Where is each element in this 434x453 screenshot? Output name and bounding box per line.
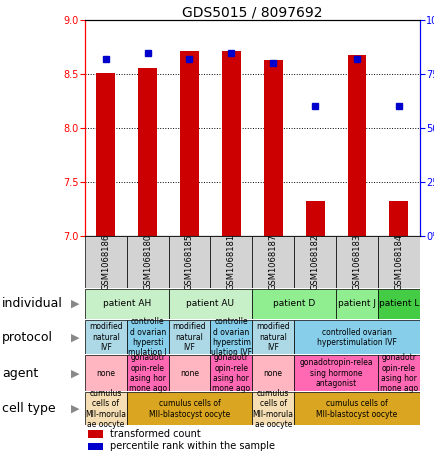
Text: percentile rank within the sample: percentile rank within the sample	[110, 441, 274, 451]
Text: patient L: patient L	[378, 299, 418, 308]
Bar	[305, 201, 324, 236]
Text: patient D: patient D	[273, 299, 315, 308]
Title: GDS5015 / 8097692: GDS5015 / 8097692	[182, 5, 322, 19]
Bar	[293, 236, 335, 288]
Text: controlle
d ovarian
hyperstim
ulation IVF: controlle d ovarian hyperstim ulation IV…	[210, 317, 251, 357]
Bar	[335, 289, 377, 319]
Bar	[168, 236, 210, 288]
Text: GSM1068187: GSM1068187	[268, 233, 277, 290]
Bar	[293, 392, 419, 425]
Bar	[377, 289, 419, 319]
Text: none: none	[96, 369, 115, 378]
Bar	[85, 236, 126, 288]
Bar	[138, 67, 157, 236]
Text: cell type: cell type	[2, 402, 56, 415]
Text: modified
natural
IVF: modified natural IVF	[172, 323, 206, 352]
Bar	[126, 236, 168, 288]
Bar	[96, 73, 115, 236]
Text: none: none	[180, 369, 198, 378]
Bar	[252, 289, 335, 319]
Text: gonadotr
opin-rele
asing hor
mone ago: gonadotr opin-rele asing hor mone ago	[379, 353, 417, 393]
Bar	[347, 55, 365, 236]
Bar	[168, 320, 210, 354]
Text: patient AH: patient AH	[102, 299, 151, 308]
Text: ▶: ▶	[71, 299, 79, 309]
Bar	[168, 289, 252, 319]
Text: GSM1068182: GSM1068182	[310, 234, 319, 289]
Text: GSM1068186: GSM1068186	[101, 233, 110, 290]
Bar	[210, 236, 252, 288]
Bar	[210, 320, 252, 354]
Bar	[85, 289, 168, 319]
Text: GSM1068183: GSM1068183	[352, 233, 361, 290]
Text: transformed count: transformed count	[110, 429, 200, 439]
Text: cumulus
cells of
MII-morula
ae oocyte: cumulus cells of MII-morula ae oocyte	[252, 389, 293, 429]
Bar	[388, 201, 408, 236]
Text: gonadotr
opin-rele
asing hor
mone ago: gonadotr opin-rele asing hor mone ago	[212, 353, 250, 393]
Text: patient AU: patient AU	[186, 299, 234, 308]
Text: controlle
d ovarian
hypersti
mulation I: controlle d ovarian hypersti mulation I	[128, 317, 167, 357]
Text: cumulus
cells of
MII-morula
ae oocyte: cumulus cells of MII-morula ae oocyte	[85, 389, 126, 429]
Text: GSM1068185: GSM1068185	[184, 234, 194, 289]
Bar	[252, 355, 293, 391]
Text: ▶: ▶	[71, 332, 79, 342]
Bar	[88, 430, 103, 438]
Text: modified
natural
IVF: modified natural IVF	[89, 323, 122, 352]
Bar	[85, 355, 126, 391]
Bar	[85, 392, 126, 425]
Bar	[85, 320, 126, 354]
Text: controlled ovarian
hyperstimulation IVF: controlled ovarian hyperstimulation IVF	[316, 328, 396, 347]
Text: gonadotropin-relea
sing hormone
antagonist: gonadotropin-relea sing hormone antagoni…	[299, 358, 372, 388]
Text: cumulus cells of
MII-blastocyst oocyte: cumulus cells of MII-blastocyst oocyte	[316, 399, 397, 419]
Bar	[221, 51, 240, 236]
Text: patient J: patient J	[337, 299, 375, 308]
Text: individual: individual	[2, 298, 63, 310]
Text: modified
natural
IVF: modified natural IVF	[256, 323, 289, 352]
Text: ▶: ▶	[71, 404, 79, 414]
Bar	[126, 392, 252, 425]
Bar	[126, 355, 168, 391]
Bar	[293, 355, 377, 391]
Bar	[335, 236, 377, 288]
Text: agent: agent	[2, 367, 38, 380]
Bar	[88, 443, 103, 450]
Text: protocol: protocol	[2, 331, 53, 344]
Bar	[168, 355, 210, 391]
Text: cumulus cells of
MII-blastocyst oocyte: cumulus cells of MII-blastocyst oocyte	[148, 399, 230, 419]
Bar	[252, 236, 293, 288]
Bar	[293, 320, 419, 354]
Bar	[377, 355, 419, 391]
Bar	[126, 320, 168, 354]
Text: gonadotr
opin-rele
asing hor
mone ago: gonadotr opin-rele asing hor mone ago	[128, 353, 166, 393]
Text: GSM1068181: GSM1068181	[227, 234, 235, 289]
Bar	[210, 355, 252, 391]
Bar	[377, 236, 419, 288]
Bar	[263, 60, 282, 236]
Text: none: none	[263, 369, 282, 378]
Bar	[252, 392, 293, 425]
Bar	[252, 320, 293, 354]
Text: GSM1068180: GSM1068180	[143, 234, 152, 289]
Text: GSM1068184: GSM1068184	[394, 234, 402, 289]
Text: ▶: ▶	[71, 368, 79, 378]
Bar	[180, 51, 198, 236]
